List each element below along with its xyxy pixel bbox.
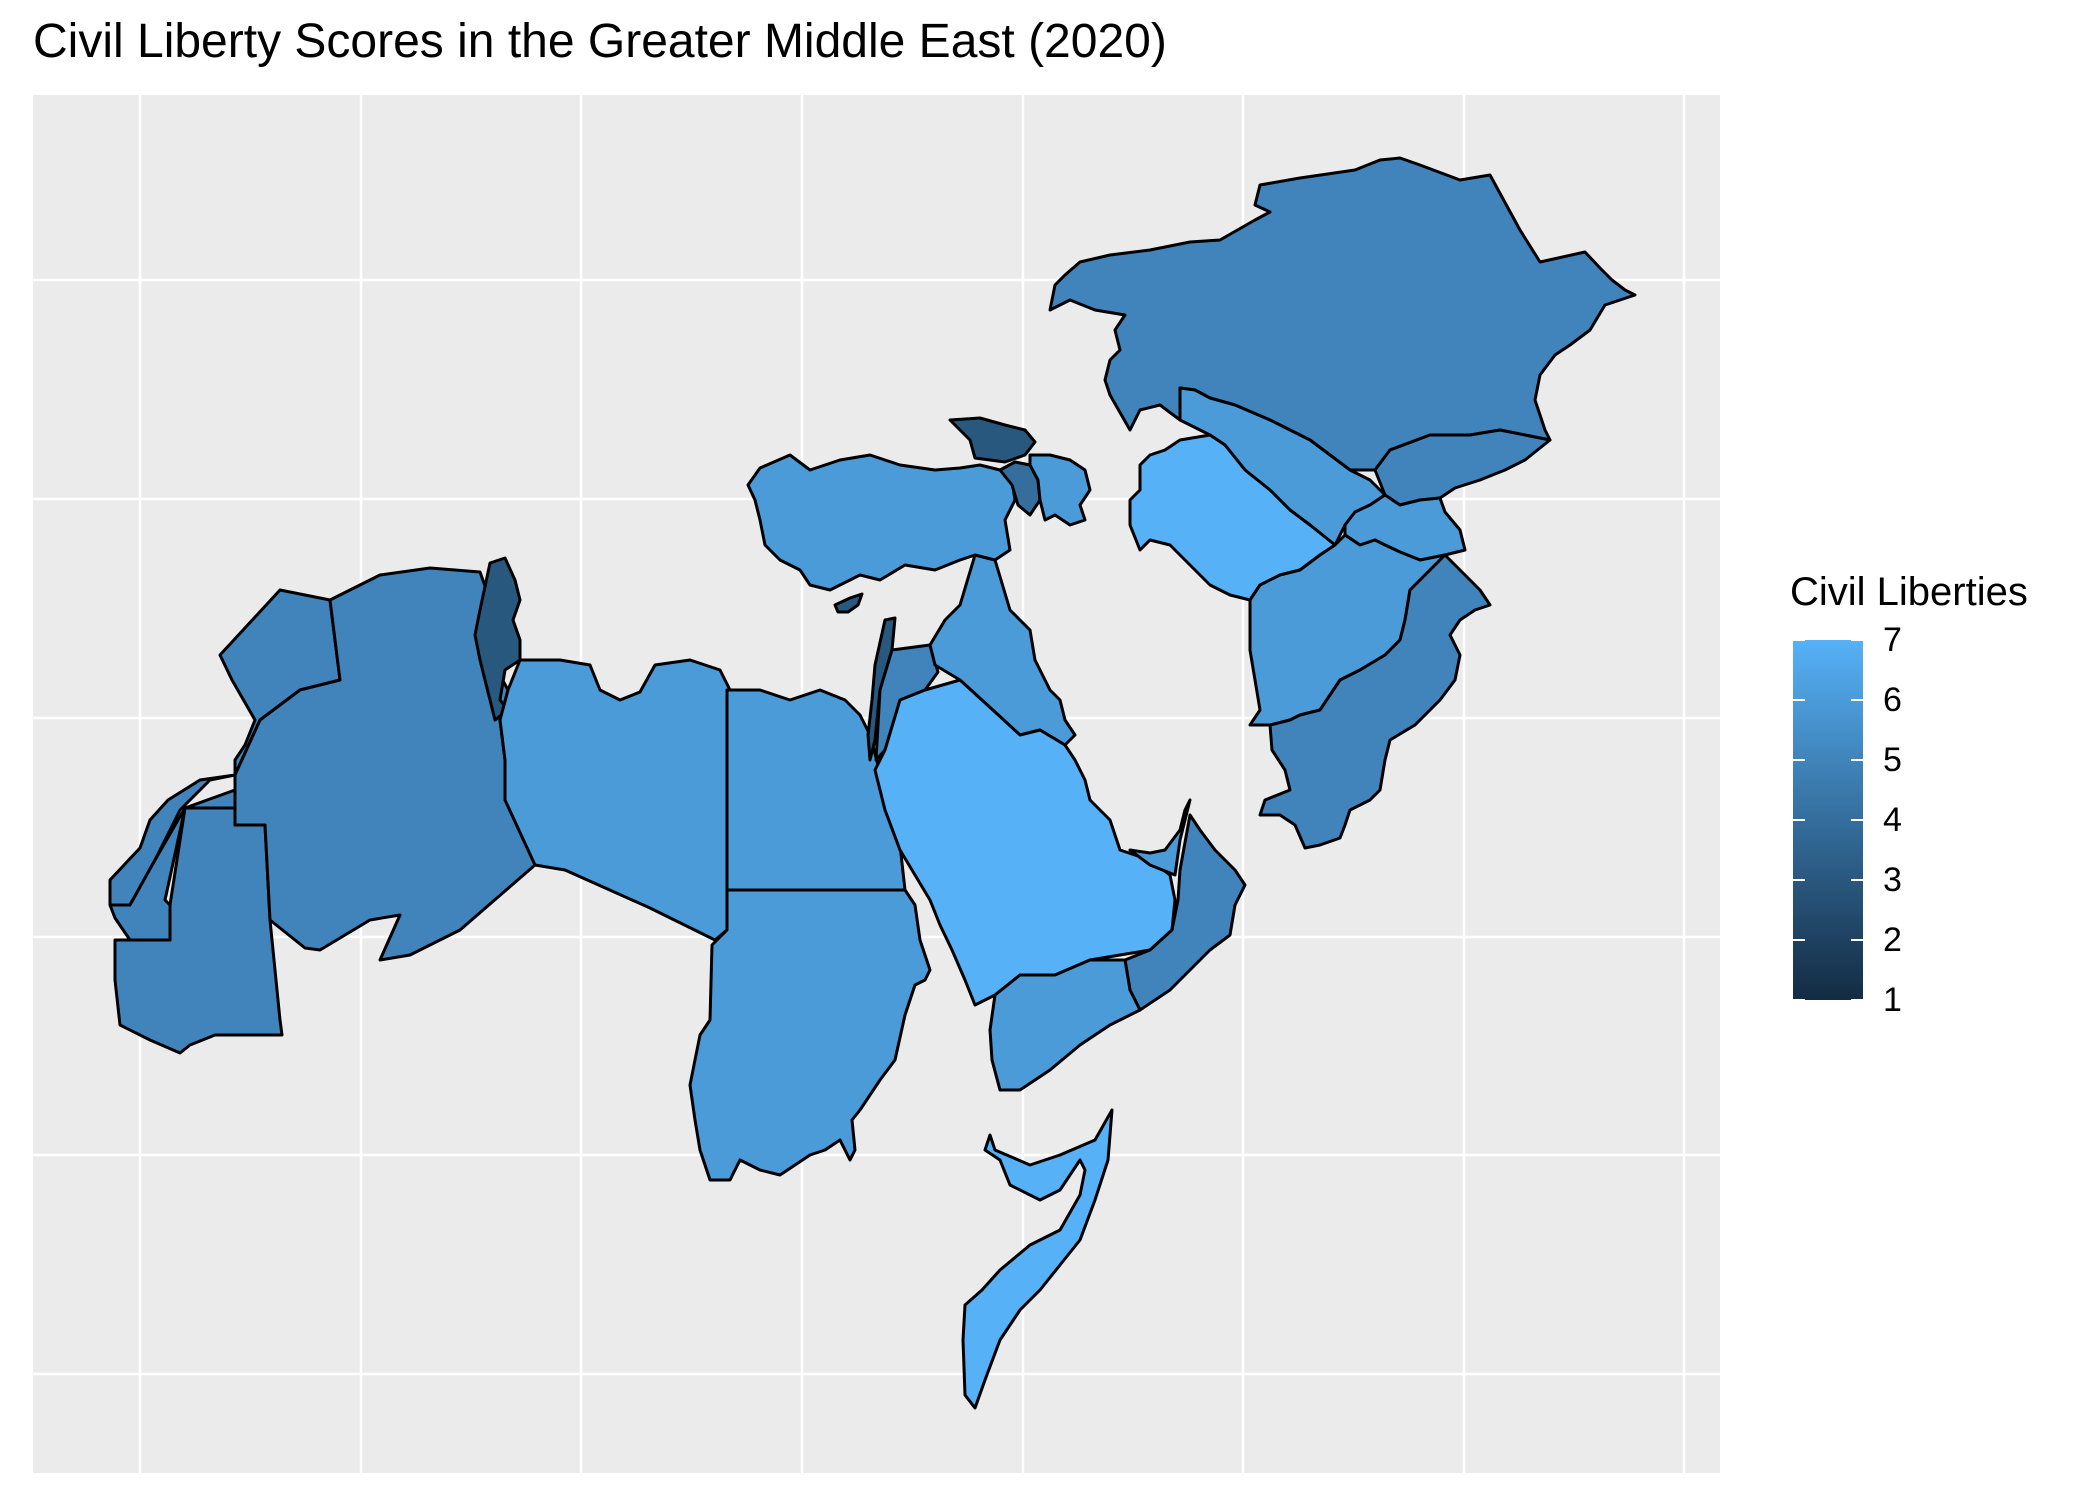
legend-tick-label: 1 xyxy=(1883,981,1902,1019)
region-azerbaijan[interactable] xyxy=(1028,453,1092,527)
legend-tick-label: 6 xyxy=(1883,681,1902,719)
region-somalia[interactable] xyxy=(961,1108,1114,1410)
page-title: Civil Liberty Scores in the Greater Midd… xyxy=(33,15,1167,68)
region-kazakhstan[interactable] xyxy=(1048,156,1637,472)
region-georgia[interactable] xyxy=(948,416,1037,464)
legend-tick-label: 2 xyxy=(1883,921,1902,959)
region-pakistan[interactable] xyxy=(1258,553,1492,850)
legend-title: Civil Liberties xyxy=(1790,570,2028,614)
legend-tick-marks xyxy=(1793,639,1863,1001)
region-oman[interactable] xyxy=(1123,813,1247,1012)
legend-tick-label: 7 xyxy=(1883,621,1902,659)
region-tunisia[interactable] xyxy=(473,556,522,722)
region-sudan[interactable] xyxy=(688,888,932,1182)
region-israel[interactable] xyxy=(866,616,897,762)
countries xyxy=(108,156,1637,1410)
region-uae[interactable] xyxy=(1128,798,1192,877)
region-turkey[interactable] xyxy=(746,453,1017,592)
legend-tick-label: 4 xyxy=(1883,801,1902,839)
legend-tick-label: 5 xyxy=(1883,741,1902,779)
region-cyprus[interactable] xyxy=(833,592,864,614)
region-libya[interactable] xyxy=(498,658,732,942)
legend-tick-label: 3 xyxy=(1883,861,1902,899)
region-mauritania[interactable] xyxy=(113,806,284,1055)
region-yemen[interactable] xyxy=(988,958,1142,1092)
